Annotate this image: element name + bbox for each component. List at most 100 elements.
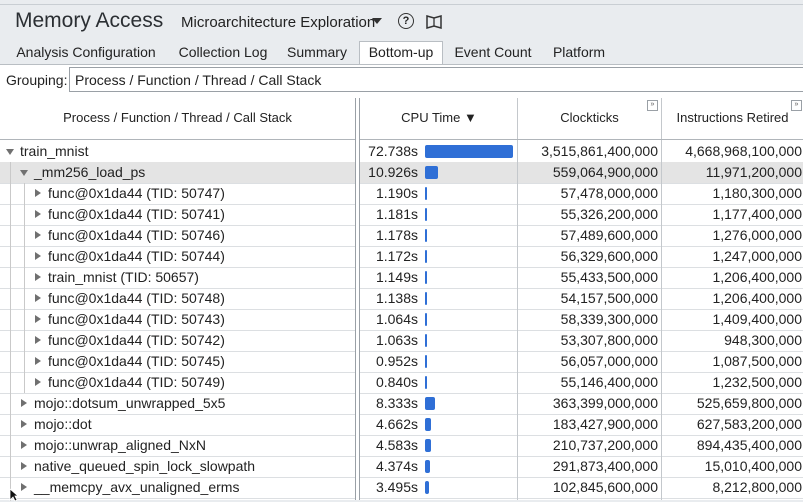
- expanded-arrow-icon[interactable]: [6, 149, 14, 155]
- tab-bottom-up[interactable]: Bottom-up: [359, 41, 443, 66]
- collapsed-arrow-icon[interactable]: [35, 210, 41, 218]
- row-name: _mm256_load_ps: [34, 164, 146, 180]
- cpu-time-bar: [425, 313, 427, 326]
- tab-divider: [0, 64, 803, 65]
- row-divider: [0, 267, 803, 268]
- cpu-time-bar: [425, 376, 427, 389]
- instructions-retired-value: 1,206,400,000: [712, 290, 802, 306]
- expanded-arrow-icon[interactable]: [20, 170, 28, 176]
- row-divider: [0, 372, 803, 373]
- table-row[interactable]: mojo::unwrap_aligned_NxN 4.583s 210,737,20…: [0, 435, 803, 456]
- collapsed-arrow-icon[interactable]: [35, 252, 41, 260]
- book-icon[interactable]: [426, 13, 443, 30]
- collapsed-arrow-icon[interactable]: [21, 462, 27, 470]
- expand-column-icon[interactable]: »: [647, 100, 658, 111]
- pane-splitter[interactable]: [355, 98, 360, 500]
- tab-analysis-configuration[interactable]: Analysis Configuration: [16, 44, 156, 60]
- collapsed-arrow-icon[interactable]: [21, 483, 27, 491]
- table-row[interactable]: train_mnist (TID: 50657) 1.149s 55,433,500…: [0, 267, 803, 288]
- cpu-time-value: 0.840s: [375, 374, 418, 390]
- chevron-down-icon[interactable]: [372, 18, 382, 24]
- table-row[interactable]: train_mnist 72.738s 3,515,861,400,000 4,668…: [0, 141, 803, 162]
- column-header-clockticks[interactable]: Clockticks »: [518, 98, 661, 139]
- instructions-retired-value: 1,206,400,000: [712, 269, 802, 285]
- tab-bar: Analysis Configuration Collection Log Su…: [0, 41, 803, 66]
- row-name: native_queued_spin_lock_slowpath: [34, 458, 256, 474]
- row-divider: [0, 225, 803, 226]
- collapsed-arrow-icon[interactable]: [21, 399, 27, 407]
- instructions-retired-value: 1,247,000,000: [712, 248, 802, 264]
- collapsed-arrow-icon[interactable]: [35, 294, 41, 302]
- row-name: func@0x1da44 (TID: 50743): [48, 311, 225, 327]
- clockticks-value: 183,427,900,000: [552, 416, 658, 432]
- collapsed-arrow-icon[interactable]: [35, 189, 41, 197]
- table-row[interactable]: mojo::dot 4.662s 183,427,900,000 627,583,20…: [0, 414, 803, 435]
- clockticks-value: 57,478,000,000: [560, 185, 658, 201]
- analysis-type-dropdown[interactable]: Microarchitecture Exploration: [181, 14, 376, 31]
- row-name: func@0x1da44 (TID: 50747): [48, 185, 225, 201]
- expand-column-icon[interactable]: »: [791, 100, 802, 111]
- row-name: func@0x1da44 (TID: 50741): [48, 206, 225, 222]
- table-row[interactable]: func@0x1da44 (TID: 50748) 1.138s 54,157,50…: [0, 288, 803, 309]
- row-name: func@0x1da44 (TID: 50742): [48, 332, 225, 348]
- instructions-retired-value: 15,010,400,000: [704, 458, 802, 474]
- tab-collection-log[interactable]: Collection Log: [178, 44, 268, 60]
- table-row[interactable]: func@0x1da44 (TID: 50743) 1.064s 58,339,30…: [0, 309, 803, 330]
- row-name: mojo::unwrap_aligned_NxN: [34, 437, 206, 453]
- collapsed-arrow-icon[interactable]: [35, 336, 41, 344]
- table-row[interactable]: func@0x1da44 (TID: 50744) 1.172s 56,329,60…: [0, 246, 803, 267]
- table-row[interactable]: func@0x1da44 (TID: 50745) 0.952s 56,057,00…: [0, 351, 803, 372]
- tab-summary[interactable]: Summary: [287, 44, 347, 60]
- cpu-time-value: 4.583s: [375, 437, 418, 453]
- clockticks-value: 57,489,600,000: [560, 227, 658, 243]
- collapsed-arrow-icon[interactable]: [35, 378, 41, 386]
- column-header-cpu-time[interactable]: CPU Time ▼: [361, 98, 517, 139]
- cpu-time-bar: [425, 271, 427, 284]
- clockticks-value: 559,064,900,000: [552, 164, 658, 180]
- clockticks-value: 55,433,500,000: [560, 269, 658, 285]
- header-bar: Memory Access Microarchitecture Explorat…: [0, 0, 803, 42]
- cpu-time-value: 1.149s: [375, 269, 418, 285]
- grouping-label: Grouping:: [6, 72, 68, 88]
- clockticks-value: 53,307,800,000: [560, 332, 658, 348]
- table-row[interactable]: func@0x1da44 (TID: 50741) 1.181s 55,326,20…: [0, 204, 803, 225]
- collapsed-arrow-icon[interactable]: [35, 273, 41, 281]
- cpu-time-bar: [425, 145, 513, 158]
- cpu-time-bar: [425, 292, 427, 305]
- table-row[interactable]: func@0x1da44 (TID: 50746) 1.178s 57,489,60…: [0, 225, 803, 246]
- collapsed-arrow-icon[interactable]: [21, 420, 27, 428]
- instructions-retired-value: 1,276,000,000: [712, 227, 802, 243]
- cpu-time-value: 1.138s: [375, 290, 418, 306]
- grouping-select[interactable]: Process / Function / Thread / Call Stack: [69, 67, 803, 92]
- collapsed-arrow-icon[interactable]: [35, 315, 41, 323]
- table-row[interactable]: _mm256_load_ps 10.926s 559,064,900,000 11,9…: [0, 162, 803, 183]
- cpu-time-bar: [425, 397, 436, 410]
- help-icon[interactable]: ?: [398, 13, 414, 29]
- row-name: train_mnist: [20, 143, 89, 159]
- column-header-instructions-retired[interactable]: Instructions Retired »: [662, 98, 803, 139]
- collapsed-arrow-icon[interactable]: [21, 441, 27, 449]
- collapsed-arrow-icon[interactable]: [35, 231, 41, 239]
- column-header-name[interactable]: Process / Function / Thread / Call Stack: [0, 98, 355, 139]
- clockticks-value: 56,329,600,000: [560, 248, 658, 264]
- row-name: func@0x1da44 (TID: 50745): [48, 353, 225, 369]
- row-name: __memcpy_avx_unaligned_erms: [34, 479, 240, 495]
- row-divider: [0, 246, 803, 247]
- table-row[interactable]: __memcpy_avx_unaligned_erms 3.495s 102,845…: [0, 477, 803, 498]
- tab-event-count[interactable]: Event Count: [454, 44, 532, 60]
- cpu-time-value: 3.495s: [375, 479, 418, 495]
- table-row[interactable]: func@0x1da44 (TID: 50742) 1.063s 53,307,80…: [0, 330, 803, 351]
- table-row[interactable]: native_queued_spin_lock_slowpath 4.374s 29…: [0, 456, 803, 477]
- bottom-up-panel: Grouping: Process / Function / Thread / …: [0, 65, 803, 501]
- cpu-time-value: 1.063s: [375, 332, 418, 348]
- table-row[interactable]: func@0x1da44 (TID: 50747) 1.190s 57,478,00…: [0, 183, 803, 204]
- collapsed-arrow-icon[interactable]: [35, 357, 41, 365]
- table-row[interactable]: mojo::dotsum_unwrapped_5x5 8.333s 363,399,…: [0, 393, 803, 414]
- tab-platform[interactable]: Platform: [552, 44, 606, 60]
- cpu-time-bar: [425, 334, 427, 347]
- table-row[interactable]: func@0x1da44 (TID: 50749) 0.840s 55,146,40…: [0, 372, 803, 393]
- cpu-time-bar: [425, 460, 431, 473]
- instructions-retired-value: 11,971,200,000: [705, 164, 802, 180]
- cpu-time-value: 4.374s: [375, 458, 418, 474]
- clockticks-value: 55,146,400,000: [560, 374, 658, 390]
